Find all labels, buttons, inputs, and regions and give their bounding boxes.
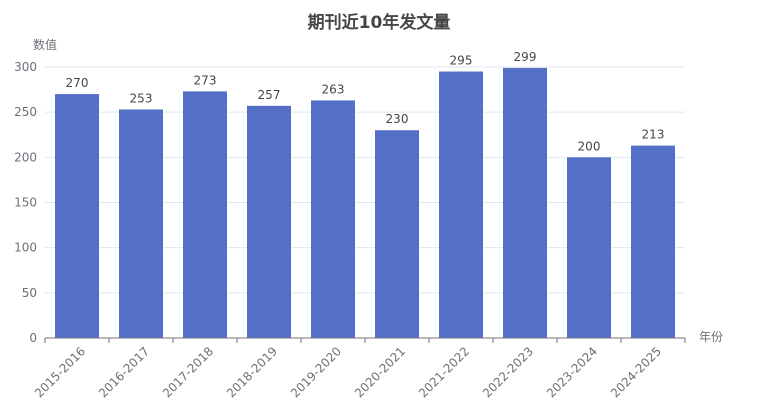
x-tick-label: 2015-2016 [32, 344, 88, 400]
x-tick-label: 2019-2020 [288, 344, 344, 400]
chart-title: 期刊近10年发文量 [307, 13, 451, 33]
y-tick-label: 100 [14, 241, 37, 255]
y-tick-label: 300 [14, 60, 37, 74]
bar[interactable] [375, 130, 419, 338]
x-tick-label: 2017-2018 [160, 344, 216, 400]
bar[interactable] [183, 91, 227, 338]
bar-value-label: 299 [514, 50, 537, 64]
bar[interactable] [503, 67, 547, 339]
x-tick-label: 2021-2022 [416, 344, 472, 400]
bar-value-label: 270 [66, 76, 89, 90]
y-tick-label: 250 [14, 105, 37, 119]
bar[interactable] [311, 100, 355, 338]
x-tick-label: 2023-2024 [544, 344, 600, 400]
bar[interactable] [119, 109, 163, 338]
bar[interactable] [439, 71, 483, 339]
bar-value-label: 295 [450, 54, 473, 68]
bar-value-label: 213 [642, 128, 665, 142]
bar[interactable] [247, 105, 291, 339]
y-tick-label: 150 [14, 196, 37, 210]
y-tick-label: 200 [14, 150, 37, 164]
x-tick-label: 2018-2019 [224, 344, 280, 400]
bar-value-label: 200 [578, 139, 601, 153]
x-tick-label: 2020-2021 [352, 344, 408, 400]
x-tick-label: 2024-2025 [608, 344, 664, 400]
x-axis-label: 年份 [699, 330, 723, 344]
x-tick-label: 2022-2023 [480, 344, 536, 400]
bar-value-label: 253 [130, 91, 153, 105]
bar[interactable] [55, 94, 99, 338]
y-tick-label: 50 [22, 286, 37, 300]
bar[interactable] [567, 157, 611, 338]
y-tick-label: 0 [29, 331, 37, 345]
bar-value-label: 257 [258, 88, 281, 102]
bar-value-label: 230 [386, 112, 409, 126]
bar-value-label: 273 [194, 73, 217, 87]
y-axis-label: 数值 [33, 37, 57, 52]
bar[interactable] [631, 145, 675, 338]
bar-value-label: 263 [322, 82, 345, 96]
x-tick-label: 2016-2017 [96, 344, 152, 400]
